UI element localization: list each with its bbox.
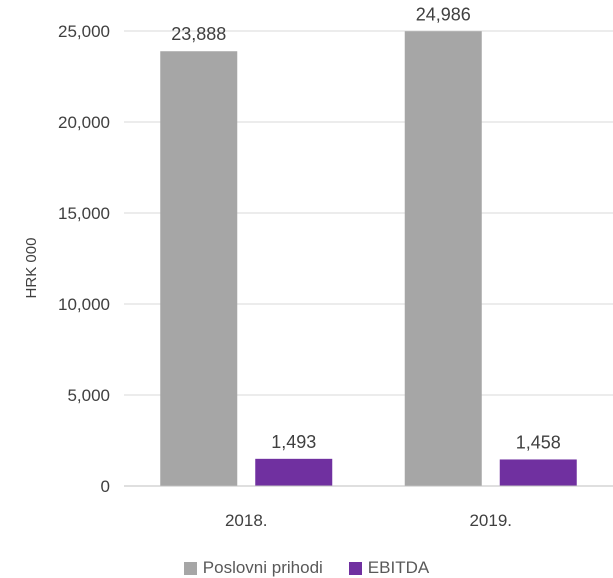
legend-label-ebitda: EBITDA — [367, 558, 430, 577]
data-label-ebitda-2018: 1,493 — [271, 432, 316, 452]
bars — [160, 31, 577, 487]
y-tick-label-20000: 20,000 — [58, 113, 110, 132]
legend-item-poslovni-prihodi: Poslovni prihodi — [183, 558, 323, 578]
x-axis-ticks: 2018. 2019. — [225, 511, 512, 530]
x-tick-label-2018: 2018. — [225, 511, 268, 530]
y-axis-ticks: 0 5,000 10,000 15,000 20,000 25,000 — [58, 22, 110, 496]
data-label-poslovni-prihodi-2018: 23,888 — [171, 24, 226, 44]
y-tick-label-5000: 5,000 — [67, 386, 110, 405]
x-tick-label-2019: 2019. — [469, 511, 512, 530]
bar-ebitda-2018 — [255, 458, 333, 486]
y-tick-label-25000: 25,000 — [58, 22, 110, 41]
bar-ebitda-2019 — [499, 459, 577, 486]
y-tick-label-0: 0 — [101, 477, 110, 496]
y-tick-label-10000: 10,000 — [58, 295, 110, 314]
y-tick-label-15000: 15,000 — [58, 204, 110, 223]
legend-item-ebitda: EBITDA — [348, 558, 430, 578]
bar-poslovni-prihodi-2019 — [404, 31, 482, 487]
legend-label-poslovni-prihodi: Poslovni prihodi — [202, 558, 323, 577]
legend-swatch-poslovni-prihodi — [183, 561, 197, 575]
legend: Poslovni prihodi EBITDA — [0, 558, 613, 578]
y-axis-label: HRK 000 — [23, 238, 40, 299]
data-labels: 23,888 1,493 24,986 1,458 — [171, 4, 561, 452]
bar-poslovni-prihodi-2018 — [160, 51, 238, 486]
legend-swatch-ebitda — [348, 561, 362, 575]
data-label-poslovni-prihodi-2019: 24,986 — [416, 4, 471, 24]
data-label-ebitda-2019: 1,458 — [516, 432, 561, 452]
